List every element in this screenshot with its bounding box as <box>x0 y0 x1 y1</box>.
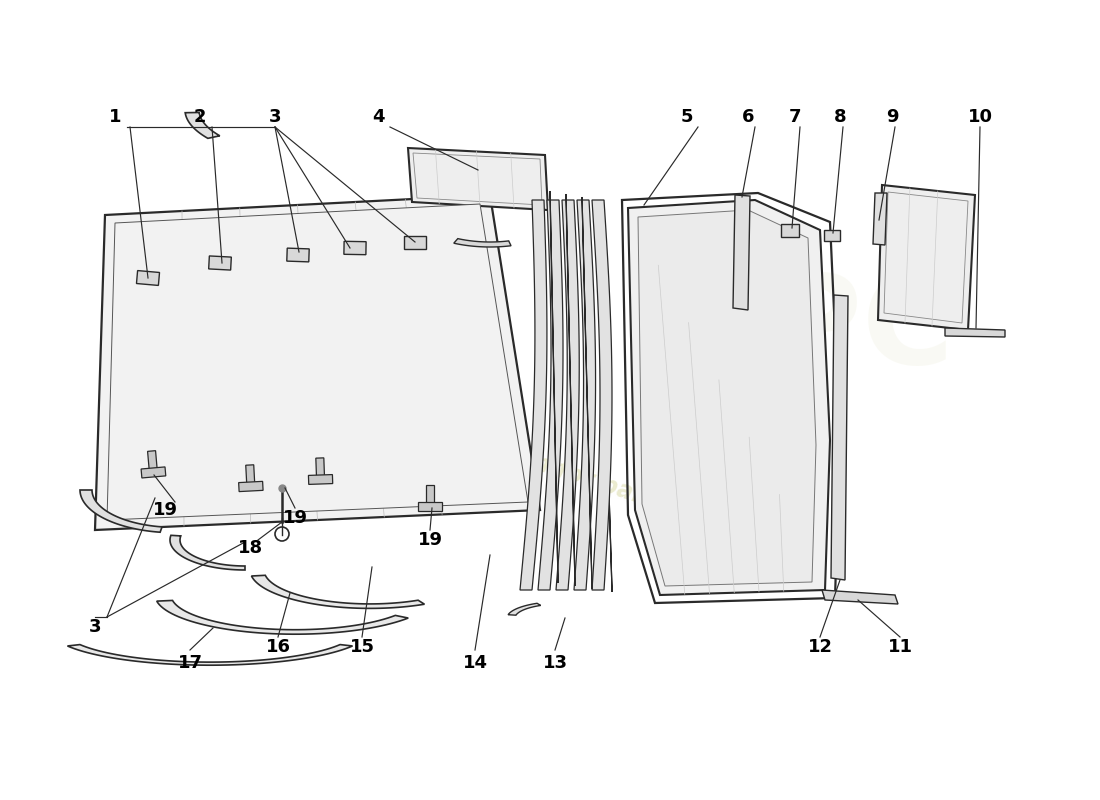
Polygon shape <box>520 200 547 590</box>
Text: 10: 10 <box>968 108 992 126</box>
Bar <box>418 502 442 511</box>
Bar <box>308 474 332 485</box>
Text: 8: 8 <box>834 108 846 126</box>
Polygon shape <box>185 113 220 138</box>
Polygon shape <box>638 210 816 586</box>
Polygon shape <box>550 191 558 583</box>
Text: 11: 11 <box>888 638 913 656</box>
Polygon shape <box>508 603 541 615</box>
Polygon shape <box>566 194 575 586</box>
Text: 19: 19 <box>153 501 177 519</box>
Polygon shape <box>454 238 512 247</box>
Polygon shape <box>574 200 595 590</box>
Text: 16: 16 <box>265 638 290 656</box>
Bar <box>209 256 231 270</box>
Bar <box>287 248 309 262</box>
Polygon shape <box>873 193 887 245</box>
Bar <box>404 235 426 249</box>
Polygon shape <box>408 148 548 210</box>
Polygon shape <box>628 200 830 595</box>
Polygon shape <box>67 645 353 665</box>
Bar <box>344 242 366 254</box>
Text: 19: 19 <box>283 509 308 527</box>
Text: 2: 2 <box>194 108 207 126</box>
Bar <box>316 458 324 480</box>
Polygon shape <box>170 535 245 570</box>
Text: 6: 6 <box>741 108 755 126</box>
Text: 5: 5 <box>681 108 693 126</box>
Polygon shape <box>945 328 1005 337</box>
Text: 13: 13 <box>542 654 568 672</box>
Polygon shape <box>80 490 162 532</box>
Text: 19: 19 <box>418 531 442 549</box>
Polygon shape <box>107 204 528 520</box>
Text: 1: 1 <box>109 108 121 126</box>
Polygon shape <box>878 185 975 330</box>
Text: 7: 7 <box>789 108 801 126</box>
Polygon shape <box>156 601 408 634</box>
Text: 12: 12 <box>807 638 833 656</box>
Polygon shape <box>822 590 898 604</box>
Polygon shape <box>830 295 848 580</box>
Bar <box>426 485 434 507</box>
Text: 9: 9 <box>886 108 899 126</box>
Polygon shape <box>95 195 540 530</box>
Text: 3: 3 <box>268 108 282 126</box>
Text: EPC: EPC <box>685 270 955 390</box>
Polygon shape <box>252 575 425 608</box>
Polygon shape <box>884 192 968 323</box>
Polygon shape <box>600 200 612 592</box>
Bar <box>239 482 263 491</box>
Text: 15: 15 <box>350 638 374 656</box>
Polygon shape <box>733 195 750 310</box>
Polygon shape <box>412 153 542 205</box>
Bar <box>824 230 840 241</box>
Text: 17: 17 <box>177 654 202 672</box>
Polygon shape <box>582 197 592 589</box>
Bar <box>136 270 160 286</box>
Text: 14: 14 <box>462 654 487 672</box>
Text: 18: 18 <box>238 539 263 557</box>
Polygon shape <box>538 200 563 590</box>
Polygon shape <box>556 200 580 590</box>
Text: 4: 4 <box>372 108 384 126</box>
Text: 3: 3 <box>89 618 101 636</box>
Text: a passion for parts since 1975: a passion for parts since 1975 <box>425 416 815 564</box>
Bar <box>245 465 255 487</box>
Polygon shape <box>592 200 612 590</box>
Bar <box>781 223 799 237</box>
Bar <box>141 467 166 478</box>
Bar <box>147 450 157 474</box>
